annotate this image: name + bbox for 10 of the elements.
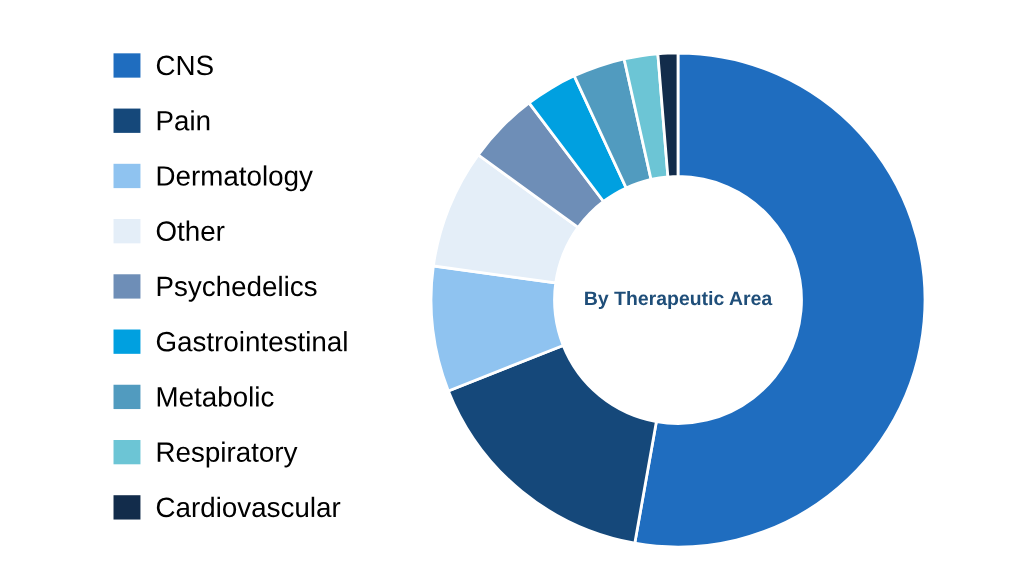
legend-label: Respiratory xyxy=(157,441,298,468)
legend-label: Gastrointestinal xyxy=(156,331,347,352)
legend-label: CNS xyxy=(156,55,213,76)
legend-label: Other xyxy=(156,220,225,241)
legend-label: Metabolic xyxy=(157,386,274,407)
text: By Therapeutic Area xyxy=(585,290,773,310)
legend-label: Pain xyxy=(157,110,210,131)
legend-label: Dermatology xyxy=(157,165,313,192)
legend-label: Psychedelics xyxy=(157,275,317,302)
legend-label: Cardiovascular xyxy=(156,496,341,518)
